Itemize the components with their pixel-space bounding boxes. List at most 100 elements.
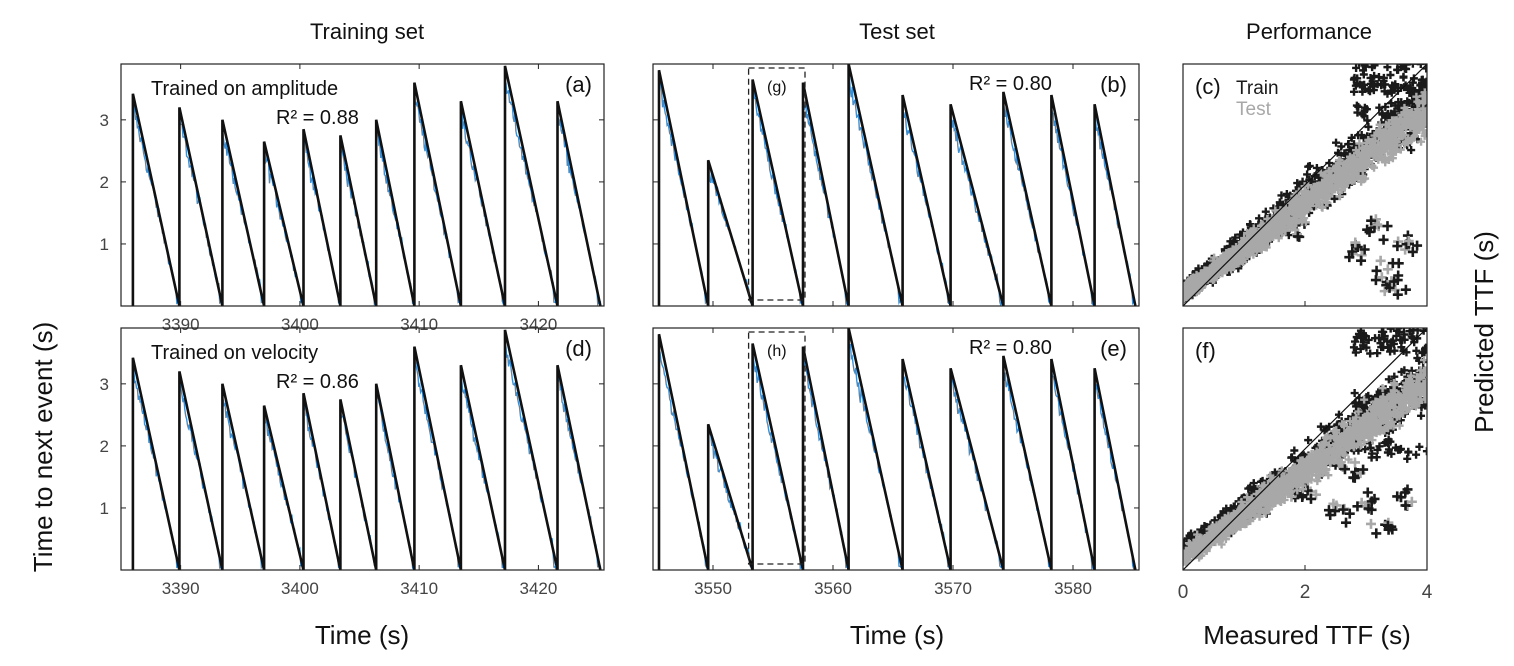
series-predicted-d bbox=[132, 342, 602, 570]
test-point bbox=[1253, 497, 1262, 506]
test-point bbox=[1227, 265, 1236, 274]
test-point bbox=[1317, 181, 1326, 190]
train-point bbox=[1377, 343, 1386, 352]
outlier-point bbox=[1392, 289, 1403, 300]
inset-box-e bbox=[747, 331, 806, 565]
test-point bbox=[1417, 372, 1426, 381]
outlier-point bbox=[1356, 255, 1367, 266]
train-point bbox=[1397, 367, 1406, 376]
train-point bbox=[1382, 53, 1390, 61]
test-point bbox=[1381, 401, 1390, 410]
panel-label-f: (f) bbox=[1195, 338, 1216, 363]
outlier-point bbox=[1350, 237, 1361, 248]
test-point bbox=[1333, 447, 1342, 456]
series-predicted-b bbox=[658, 72, 1137, 306]
test-point bbox=[1413, 105, 1422, 114]
test-point bbox=[1210, 253, 1219, 262]
test-point bbox=[1402, 378, 1411, 387]
inset-box-label-b: (g) bbox=[767, 79, 787, 96]
test-point bbox=[1183, 552, 1188, 561]
train-point bbox=[1277, 191, 1286, 200]
train-point bbox=[1352, 101, 1361, 110]
train-point bbox=[1293, 179, 1302, 188]
train-point bbox=[1363, 51, 1371, 59]
test-point bbox=[1343, 427, 1352, 436]
outlier-point bbox=[1344, 508, 1355, 519]
test-point bbox=[1303, 204, 1312, 213]
col-title-performance: Performance bbox=[1246, 19, 1372, 44]
test-point bbox=[1378, 395, 1387, 404]
test-point bbox=[1350, 155, 1359, 164]
test-point bbox=[1290, 464, 1299, 473]
outlier-point bbox=[1376, 272, 1387, 283]
test-point bbox=[1390, 407, 1399, 416]
test-point bbox=[1261, 243, 1270, 252]
test-point bbox=[1217, 258, 1226, 267]
test-point bbox=[1368, 403, 1377, 412]
test-point bbox=[1266, 477, 1275, 486]
outlier-point bbox=[1352, 501, 1363, 512]
train-point bbox=[1383, 439, 1392, 448]
ytick-label-a-1: 2 bbox=[100, 173, 109, 192]
test-point bbox=[1394, 390, 1403, 399]
ytick-label-a-2: 3 bbox=[100, 111, 109, 130]
train-point bbox=[1249, 479, 1258, 488]
outlier-point bbox=[1366, 215, 1377, 226]
test-point bbox=[1301, 197, 1310, 206]
test-point bbox=[1359, 432, 1368, 441]
train-point bbox=[1384, 375, 1393, 384]
panel-e-test-velocity: (h) 3550 3560 3570 3580 R² = 0.80 (e) bbox=[652, 327, 1140, 598]
test-point bbox=[1191, 544, 1200, 553]
test-point bbox=[1404, 138, 1413, 147]
test-point bbox=[1219, 518, 1228, 527]
test-point bbox=[1400, 108, 1409, 117]
train-point bbox=[1366, 349, 1375, 358]
xtick-label-a-3: 3420 bbox=[519, 315, 557, 334]
series-measured-d bbox=[131, 329, 602, 570]
outlier-point bbox=[1382, 264, 1393, 275]
train-point bbox=[1373, 349, 1382, 358]
test-point bbox=[1368, 140, 1377, 149]
test-point bbox=[1337, 458, 1346, 467]
train-point bbox=[1386, 71, 1395, 80]
outlier-point bbox=[1384, 282, 1395, 293]
test-point bbox=[1381, 131, 1390, 140]
test-point bbox=[1409, 386, 1418, 395]
test-point bbox=[1266, 227, 1275, 236]
test-point bbox=[1295, 466, 1304, 475]
test-point bbox=[1190, 538, 1199, 547]
xtick-label-e-2: 3570 bbox=[934, 579, 972, 598]
test-point bbox=[1313, 477, 1322, 486]
outlier-point bbox=[1372, 219, 1383, 230]
test-point bbox=[1418, 117, 1427, 126]
outlier-point bbox=[1371, 265, 1382, 276]
test-point bbox=[1336, 171, 1345, 180]
xlabel-performance: Measured TTF (s) bbox=[1203, 620, 1411, 650]
r2-label-d: R² = 0.86 bbox=[276, 371, 359, 393]
test-point bbox=[1364, 146, 1373, 155]
axes-frame-a bbox=[120, 63, 605, 307]
test-point bbox=[1274, 234, 1283, 243]
train-point bbox=[1303, 170, 1312, 179]
test-point bbox=[1356, 419, 1365, 428]
axes-frame-b bbox=[652, 63, 1140, 307]
axes-frame-e bbox=[652, 327, 1140, 571]
test-point bbox=[1392, 138, 1401, 147]
series-measured-a bbox=[131, 65, 602, 306]
outlier-point bbox=[1383, 524, 1394, 535]
xtick-label-f-2: 4 bbox=[1422, 582, 1433, 603]
test-point bbox=[1325, 184, 1334, 193]
test-point bbox=[1337, 179, 1346, 188]
outlier-point bbox=[1406, 496, 1417, 507]
train-point bbox=[1359, 70, 1368, 79]
left-ylabel: Time to next event (s) bbox=[28, 322, 58, 572]
test-point bbox=[1238, 501, 1247, 510]
train-point bbox=[1352, 64, 1361, 72]
train-point bbox=[1381, 102, 1390, 111]
train-point bbox=[1395, 445, 1404, 454]
test-point bbox=[1224, 248, 1233, 257]
train-point bbox=[1355, 64, 1364, 67]
test-point bbox=[1364, 433, 1373, 442]
test-point bbox=[1391, 394, 1400, 403]
outlier-point bbox=[1393, 258, 1404, 269]
